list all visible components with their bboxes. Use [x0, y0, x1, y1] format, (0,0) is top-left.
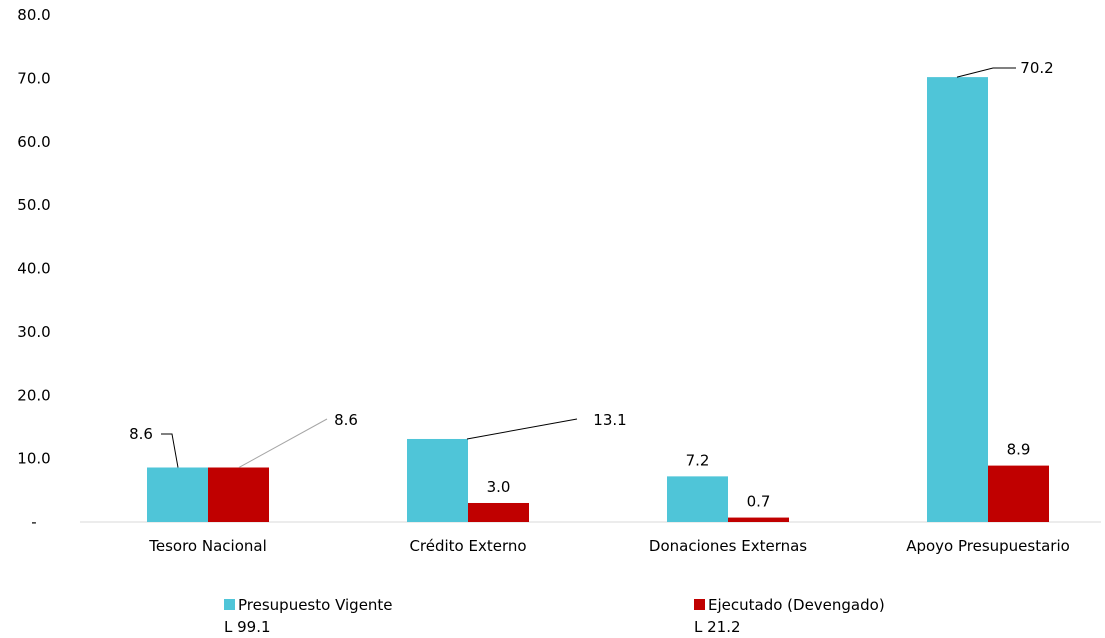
leader-line	[956, 67, 1016, 78]
y-tick-label: 30.0	[17, 323, 50, 341]
x-category-label: Tesoro Nacional	[148, 537, 267, 555]
y-tick-label: 80.0	[17, 6, 50, 24]
bar-ejecutado	[468, 502, 529, 522]
legend-total-ejecutado: L 21.2	[694, 618, 741, 636]
data-label-presupuesto: 8.6	[129, 425, 153, 443]
y-tick-label: 40.0	[17, 260, 50, 278]
leader-lines	[161, 67, 1016, 468]
y-tick-label: 60.0	[17, 133, 50, 151]
bar-ejecutado	[988, 465, 1049, 522]
legend-item-ejecutado: Ejecutado (Devengado) L 21.2	[694, 594, 885, 638]
legend-swatch-presupuesto	[224, 599, 235, 610]
bar-presupuesto	[147, 467, 208, 522]
data-label-ejecutado: 8.9	[1007, 441, 1031, 459]
leader-line	[161, 433, 179, 468]
y-tick-label: 10.0	[17, 450, 50, 468]
x-axis-categories: Tesoro Nacional Crédito Externo Donaciones…	[148, 537, 1070, 555]
data-labels: 8.6 13.1 7.2 70.2 8.6 3.0 0.7 8.9	[129, 59, 1054, 511]
y-tick-label: 20.0	[17, 386, 50, 404]
legend-swatch-ejecutado	[694, 599, 705, 610]
data-label-presupuesto: 13.1	[593, 411, 626, 429]
x-category-label: Donaciones Externas	[649, 537, 807, 555]
bar-presupuesto	[927, 77, 988, 523]
bar-ejecutado	[208, 467, 269, 522]
y-tick-label: 50.0	[17, 196, 50, 214]
data-label-ejecutado: 3.0	[487, 478, 511, 496]
bar-ejecutado	[728, 517, 789, 522]
legend-item-presupuesto: Presupuesto Vigente L 99.1	[224, 594, 393, 638]
bar-presupuesto	[407, 438, 468, 522]
leader-line	[466, 418, 578, 440]
bars	[147, 77, 1049, 523]
data-label-ejecutado: 0.7	[747, 493, 771, 511]
y-tick-label: -	[31, 513, 36, 531]
x-category-label: Apoyo Presupuestario	[906, 537, 1070, 555]
leader-line	[238, 418, 328, 468]
y-tick-label: 70.0	[17, 69, 50, 87]
legend-total-presupuesto: L 99.1	[224, 618, 271, 636]
y-axis: - 10.0 20.0 30.0 40.0 50.0 60.0 70.0 80.0	[17, 6, 50, 531]
bar-presupuesto	[667, 476, 728, 522]
legend-label-ejecutado: Ejecutado (Devengado)	[708, 596, 885, 614]
x-category-label: Crédito Externo	[409, 537, 526, 555]
data-label-presupuesto: 7.2	[686, 451, 710, 469]
legend-label-presupuesto: Presupuesto Vigente	[238, 596, 393, 614]
data-label-presupuesto: 70.2	[1020, 59, 1053, 77]
data-label-ejecutado: 8.6	[334, 411, 358, 429]
